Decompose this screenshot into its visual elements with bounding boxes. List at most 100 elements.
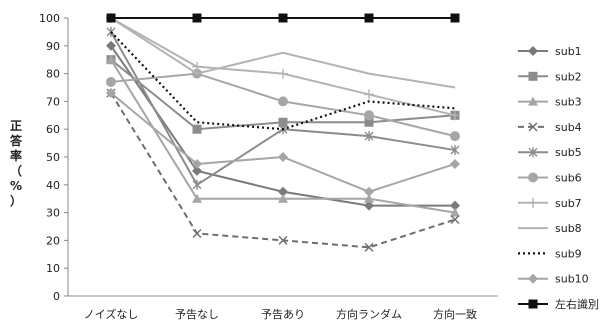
data-point: [192, 179, 202, 190]
y-tick-label: 0: [53, 290, 60, 303]
data-point: [364, 110, 374, 121]
data-point: [192, 13, 202, 23]
data-point: [278, 117, 288, 127]
data-point: [192, 61, 202, 72]
legend-item: sub8: [518, 222, 582, 235]
data-point: [192, 228, 202, 238]
data-point: [278, 235, 288, 245]
series-sub3: [106, 54, 460, 217]
x-tick-label: 予告あり: [261, 308, 305, 321]
data-point: [450, 215, 460, 225]
data-point: [278, 193, 288, 203]
legend-marker: [528, 122, 538, 132]
data-point: [106, 40, 116, 51]
legend-label: sub4: [555, 121, 582, 134]
data-point: [278, 68, 288, 79]
series-sub1: [106, 40, 460, 211]
legend-item: sub2: [518, 70, 582, 83]
axes: 0 10 20 30 40 50 60 70 80 90 100 ノイズなし 予告なし 予告あり 方向ランダ…: [39, 12, 498, 321]
series-layer: [106, 13, 460, 252]
series-sub5: [106, 26, 460, 190]
legend-marker: [528, 71, 538, 81]
data-point: [192, 158, 202, 169]
legend-marker: [528, 172, 538, 183]
data-point: [106, 13, 116, 23]
y-tick-label: 90: [46, 40, 60, 53]
data-point: [106, 54, 116, 64]
data-point: [364, 117, 374, 127]
legend-marker: [528, 273, 538, 284]
legend-label: 左右識別: [555, 297, 599, 311]
data-point: [106, 76, 116, 87]
series-sub9: [110, 31, 456, 131]
legend-item: sub4: [518, 121, 582, 134]
y-tick-label: 50: [46, 151, 60, 164]
series-line: [110, 31, 456, 131]
data-point: [278, 13, 288, 23]
y-tick-label: 10: [46, 262, 60, 275]
y-tick-label: 60: [46, 123, 60, 136]
data-point: [278, 96, 288, 107]
legend-label: sub5: [555, 146, 582, 159]
legend-label: sub7: [555, 197, 582, 210]
data-point: [364, 13, 374, 23]
x-tick-label: ノイズなし: [84, 307, 139, 321]
data-point: [450, 145, 460, 156]
x-tick-label: 予告なし: [175, 308, 219, 321]
y-tick-label: 80: [46, 68, 60, 81]
legend-label: sub2: [555, 70, 582, 83]
series-line: [110, 92, 456, 249]
legend-label: sub8: [555, 222, 582, 235]
legend-marker: [528, 96, 538, 106]
legend-item: sub1: [518, 45, 582, 58]
series-sub10: [106, 88, 460, 197]
data-point: [450, 200, 460, 211]
legend-marker: [528, 147, 538, 158]
data-point: [364, 89, 374, 100]
data-point: [364, 193, 374, 203]
data-point: [450, 131, 460, 142]
legend-label: sub10: [555, 273, 589, 286]
series-sub4: [106, 88, 460, 252]
data-point: [450, 110, 460, 121]
data-point: [192, 124, 202, 134]
series-sub6: [106, 68, 460, 142]
series-左右識別: [106, 13, 460, 23]
legend: sub1 sub2 sub3 sub4 sub5 sub6 sub7 sub8 sub9 sub1…: [518, 45, 599, 311]
y-tick-label: 70: [46, 95, 60, 108]
data-point: [364, 200, 374, 211]
legend-marker: [528, 46, 538, 56]
legend-item: 左右識別: [518, 297, 599, 311]
data-point: [450, 158, 460, 169]
legend-label: sub3: [555, 96, 582, 109]
y-tick-label: 20: [46, 234, 60, 247]
series-sub8: [110, 17, 456, 89]
legend-item: sub9: [518, 247, 582, 260]
legend-item: sub7: [518, 197, 582, 210]
legend-label: sub1: [555, 45, 582, 58]
y-tick-label: 100: [39, 12, 60, 25]
legend-marker: [528, 197, 538, 208]
data-point: [192, 193, 202, 203]
series-sub2: [106, 55, 460, 134]
legend-marker: [528, 299, 538, 309]
series-line: [110, 17, 456, 89]
data-point: [450, 13, 460, 23]
legend-label: sub6: [555, 172, 582, 185]
data-point: [278, 186, 288, 197]
data-point: [450, 207, 460, 217]
x-tick-label: 方向一致: [433, 307, 477, 321]
data-point: [364, 186, 374, 197]
legend-item: sub6: [518, 172, 582, 185]
legend-item: sub10: [518, 273, 589, 286]
data-point: [278, 152, 288, 162]
y-axis-label: 正答率（%）: [10, 119, 23, 208]
x-tick-label: 方向ランダム: [336, 307, 402, 321]
y-tick-label: 40: [46, 179, 60, 192]
data-point: [364, 242, 374, 252]
y-tick-label: 30: [46, 207, 60, 220]
legend-item: sub3: [518, 96, 582, 109]
data-point: [364, 131, 374, 142]
data-point: [192, 165, 202, 176]
